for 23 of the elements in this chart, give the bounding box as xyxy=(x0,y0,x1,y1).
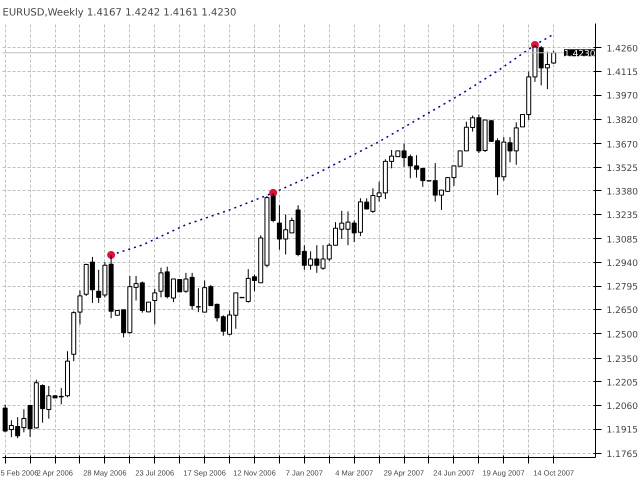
y-tick-label: 1.3670 xyxy=(606,140,638,150)
candlestick xyxy=(152,288,158,325)
y-tick-label: 1.3380 xyxy=(606,187,638,198)
y-tick-label: 1.4260 xyxy=(606,44,638,54)
y-tick-label: 1.2650 xyxy=(606,306,638,316)
y-tick-label: 1.3525 xyxy=(606,164,638,174)
y-tick-label: 1.2795 xyxy=(606,282,638,293)
y-tick-label: 1.1765 xyxy=(606,450,638,460)
y-tick-label: 1.3820 xyxy=(606,116,638,126)
chart-title: EURUSD,Weekly 1.4167 1.4242 1.4161 1.4230 xyxy=(2,8,236,18)
y-tick-label: 1.4115 xyxy=(606,68,638,78)
y-tick-label: 1.3235 xyxy=(606,210,638,221)
y-tick-label: 1.2500 xyxy=(606,330,638,340)
y-tick-label: 1.2940 xyxy=(606,258,638,269)
candlestick xyxy=(551,50,556,64)
y-tick-label: 1.2205 xyxy=(606,378,638,388)
y-tick-label: 1.3970 xyxy=(606,92,638,102)
y-tick-label: 1.1915 xyxy=(606,426,638,436)
y-tick-label: 1.2060 xyxy=(606,402,638,412)
y-tick-label: 1.2350 xyxy=(606,354,638,365)
y-tick-label: 1.3085 xyxy=(606,235,638,246)
point xyxy=(107,250,116,259)
ref-line-label: 1.4230 xyxy=(564,49,596,60)
